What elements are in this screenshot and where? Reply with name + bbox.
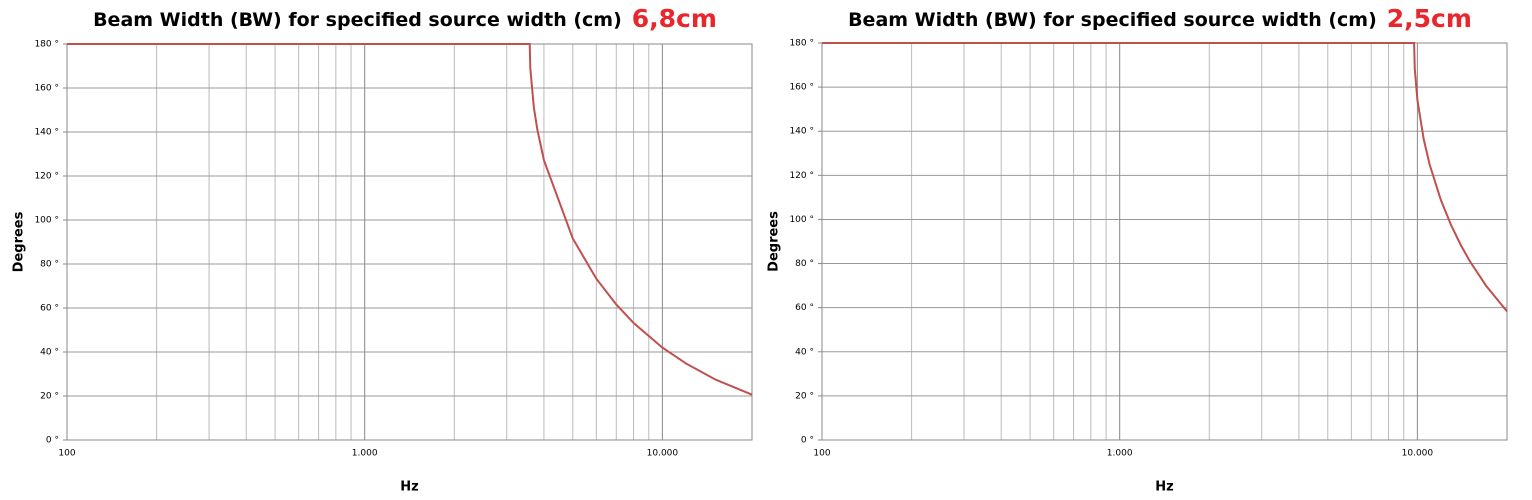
y-tick-label: 120 ° — [34, 172, 59, 182]
y-tick-label: 160 ° — [34, 84, 59, 94]
y-tick-label: 160 ° — [789, 83, 814, 93]
y-tick-label: 180 ° — [789, 39, 814, 49]
y-tick-label: 120 ° — [789, 171, 814, 181]
chart-title: Beam Width (BW) for specified source wid… — [93, 4, 717, 33]
title-text: Beam Width (BW) for specified source wid… — [848, 9, 1377, 31]
x-axis-label: Hz — [400, 480, 418, 495]
y-tick-label: 40 ° — [40, 348, 59, 358]
y-tick-label: 20 ° — [40, 392, 59, 402]
y-tick-label: 180 ° — [34, 40, 59, 50]
y-tick-label: 0 ° — [801, 436, 814, 446]
y-tick-label: 40 ° — [795, 347, 814, 357]
title-text: Beam Width (BW) for specified source wid… — [93, 9, 622, 31]
x-axis-label: Hz — [1155, 480, 1173, 495]
y-tick-label: 20 ° — [795, 391, 814, 401]
y-tick-label: 100 ° — [789, 215, 814, 225]
y-tick-label: 80 ° — [795, 259, 814, 269]
x-tick-label: 100 — [58, 449, 75, 459]
y-tick-label: 100 ° — [34, 216, 59, 226]
y-tick-label: 80 ° — [40, 260, 59, 270]
y-tick-label: 60 ° — [40, 304, 59, 314]
chart-title: Beam Width (BW) for specified source wid… — [848, 4, 1472, 33]
y-tick-label: 60 ° — [795, 303, 814, 313]
x-tick-label: 1.000 — [1107, 449, 1133, 459]
y-axis-label: Degrees — [767, 211, 782, 272]
x-tick-label: 1.000 — [352, 449, 378, 459]
y-axis-label: Degrees — [12, 211, 27, 272]
line-series — [822, 42, 1508, 313]
y-tick-label: 140 ° — [789, 127, 814, 137]
x-tick-label: 100 — [813, 449, 830, 459]
title-highlight: 6,8cm — [632, 4, 717, 33]
y-tick-label: 140 ° — [34, 128, 59, 138]
x-tick-label: 10.000 — [647, 449, 679, 459]
y-tick-label: 0 ° — [46, 436, 59, 446]
title-highlight: 2,5cm — [1387, 4, 1472, 33]
x-tick-label: 10.000 — [1402, 449, 1434, 459]
line-series — [67, 43, 753, 396]
